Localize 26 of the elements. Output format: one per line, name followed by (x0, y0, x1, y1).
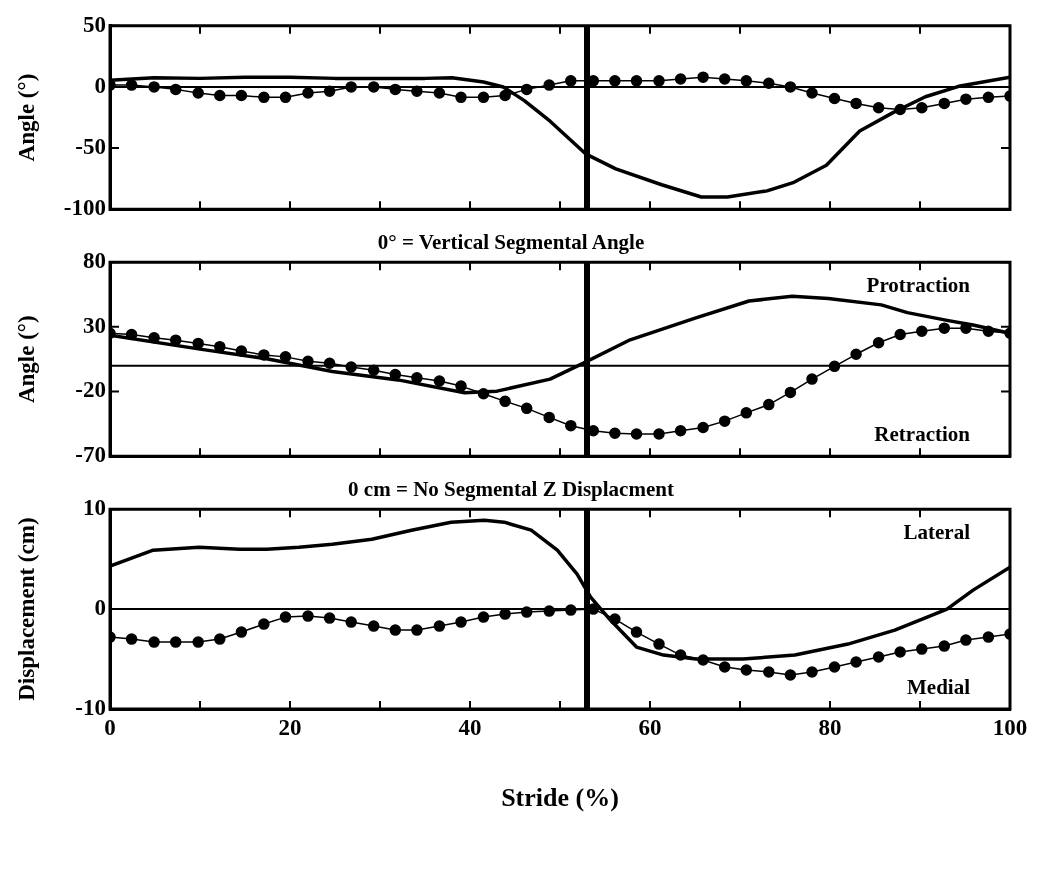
chart-title: 0 cm = No Segmental Z Displacment (348, 477, 674, 502)
x-tick-label: 60 (638, 714, 662, 740)
x-tick-label: 40 (458, 714, 482, 740)
annotation: Medial (907, 674, 971, 699)
annotation: Protraction (866, 273, 971, 298)
y-tick-label: 50 (83, 11, 106, 37)
annotation: Retraction (874, 422, 971, 447)
y-tick-label: 0 (94, 595, 106, 621)
annotation: Lateral (903, 520, 971, 545)
y-tick-label: 80 (83, 248, 106, 274)
y-axis-title: Angle (°) (13, 315, 39, 404)
y-tick-label: 0 (94, 72, 106, 98)
y-tick-label: -100 (63, 195, 106, 221)
y-axis-title: Angle (°) (13, 73, 39, 162)
x-tick-label: 20 (278, 714, 302, 740)
y-tick-label: -70 (75, 442, 106, 468)
y-tick-label: 10 (83, 495, 106, 521)
y-axis-title: Displacement (cm) (13, 517, 39, 701)
y-tick-label: 30 (83, 312, 106, 338)
y-tick-label: -50 (75, 134, 106, 159)
x-axis-title: Stride (%) (501, 783, 619, 813)
y-tick-label: -20 (75, 377, 106, 403)
x-tick-label: 80 (818, 714, 842, 740)
x-tick-label: 100 (992, 714, 1028, 740)
chart-title: 0° = Vertical Segmental Angle (377, 230, 645, 255)
y-tick-label: -10 (75, 694, 106, 720)
